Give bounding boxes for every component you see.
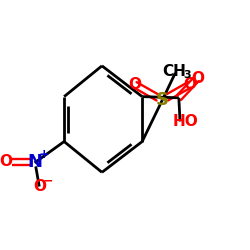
Text: N: N (27, 153, 42, 171)
Text: O: O (0, 154, 13, 169)
Text: CH: CH (162, 64, 186, 79)
Text: O: O (183, 77, 196, 92)
Text: −: − (43, 174, 54, 187)
Text: HO: HO (173, 114, 199, 129)
Text: O: O (33, 179, 46, 194)
Text: +: + (38, 148, 49, 161)
Text: S: S (156, 91, 169, 109)
Text: O: O (191, 72, 204, 86)
Text: O: O (128, 77, 141, 92)
Text: 3: 3 (183, 70, 190, 80)
